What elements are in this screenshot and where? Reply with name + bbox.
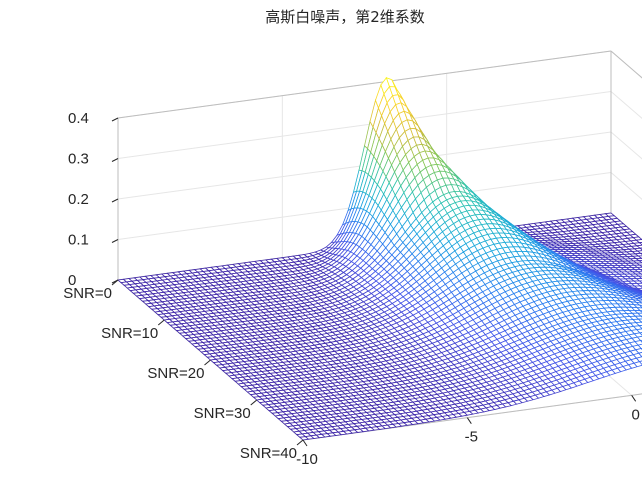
axis-edge <box>610 50 642 79</box>
grid-line <box>117 91 612 159</box>
chart-title: 高斯白噪声，第2维系数 <box>265 8 425 26</box>
mesh-cell <box>638 242 642 246</box>
mesh-cell <box>635 239 642 244</box>
grid-line <box>610 50 642 79</box>
mesh-cell <box>635 244 642 249</box>
axis-edge <box>117 50 612 119</box>
surface-mesh <box>117 76 642 441</box>
